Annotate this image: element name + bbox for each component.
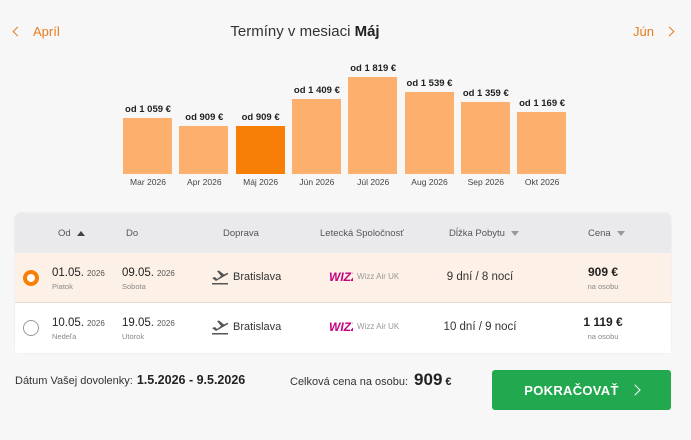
header-stay-label: Dĺžka Pobytu [449,228,505,239]
row-price-note: na osobu [587,282,619,291]
header-do-label: Do [126,228,139,239]
continue-button[interactable]: POKRAČOVAŤ [492,370,671,410]
chart-bar-label: od 1 539 € [406,78,453,89]
header-do[interactable]: Do [126,228,138,239]
row-price: 909 € [587,265,619,279]
next-month-link[interactable]: Jún [633,24,675,39]
chart-bar-label: od 1 359 € [462,88,509,99]
sort-desc-icon [510,231,519,236]
chart-month-label: Máj 2026 [243,177,279,187]
chart-month-label: Jún 2026 [299,177,335,187]
to-date: 09.05. 2026 [122,267,175,279]
chart-month-label: Aug 2026 [411,177,448,187]
title-month: Máj [354,23,380,40]
chart-bar[interactable] [348,77,398,174]
header-airline-label: Letecká Spoločnosť [320,228,404,239]
chart-month-label: Sep 2026 [467,177,504,187]
chart-bar-group[interactable]: od 909 € [179,112,229,174]
plane-departure-icon [212,320,229,335]
chart-bar-group[interactable]: od 1 169 € [517,98,567,174]
chart-bar[interactable] [404,92,454,174]
chart-month-label: Apr 2026 [187,177,222,187]
svg-text:WIZZ: WIZZ [329,270,353,284]
chart-bar-label: od 1 169 € [519,98,566,109]
total-price-currency: € [445,376,452,388]
chart-bar-selected[interactable] [235,126,285,174]
chart-bar-group[interactable]: od 1 819 € [348,63,398,174]
chart-bar-label: od 1 059 € [125,104,171,115]
next-month-label: Jún [633,24,654,39]
sort-asc-icon [76,231,85,236]
svg-text:WIZZ: WIZZ [329,320,353,334]
chart-bar-label: od 1 409 € [293,85,340,96]
header-price[interactable]: Cena [588,228,625,239]
to-day: Utorok [122,332,145,341]
total-price-value: 909 [414,370,443,389]
chart-bar-group[interactable]: od 1 059 € [123,104,172,174]
airline-name: Wizz Air UK [357,322,400,331]
chart-bar[interactable] [460,102,510,174]
chart-bar-group[interactable]: od 909 € [235,112,285,174]
stay-length: 9 dní / 8 nocí [446,271,514,283]
chart-bar[interactable] [179,126,229,174]
page-title: Termíny v mesiaci Máj [0,23,610,40]
row-price: 1 119 € [583,315,623,329]
continue-button-label: POKRAČOVAŤ [524,382,619,398]
transport-city: Bratislava [233,271,282,283]
sort-desc-icon [616,231,625,236]
to-date: 19.05. 2026 [122,317,175,329]
chart-bar[interactable] [517,112,567,174]
chart-bar-group[interactable]: od 1 409 € [291,85,341,174]
stay-length: 10 dní / 9 nocí [443,321,517,333]
airline-name: Wizz Air UK [357,272,400,281]
total-price: Celková cena na osobu: 909 € [290,370,452,390]
to-day: Sobota [122,282,146,291]
header-doprava-label: Doprava [223,228,259,239]
header-od-label: Od [58,228,71,239]
vacation-date-value: 1.5.2026 - 9.5.2026 [136,373,246,387]
departures-table: Od Do Doprava Letecká Spoločnosť Dĺžka P… [15,213,671,353]
from-date: 10.05. 2026 [52,317,105,329]
header-stay[interactable]: Dĺžka Pobytu [449,228,519,239]
table-row[interactable]: 10.05. 2026 Nedeľa 19.05. 2026 Utorok Brat… [15,303,671,353]
from-date: 01.05. 2026 [52,267,105,279]
chart-bar[interactable] [123,118,172,174]
chart-bar-label: od 909 € [185,112,224,123]
table-header: Od Do Doprava Letecká Spoločnosť Dĺžka P… [15,213,671,253]
wizz-air-logo-icon: WIZZ [329,270,353,284]
table-row[interactable]: 01.05. 2026 Piatok 09.05. 2026 Sobota Brat… [15,253,671,303]
chart-bar[interactable] [291,99,341,174]
vacation-date: Dátum Vašej dovolenky: 1.5.2026 - 9.5.202… [15,373,245,387]
chart-month-label: Okt 2026 [524,177,560,187]
chart-bar-group[interactable]: od 1 359 € [460,88,510,174]
header-price-label: Cena [588,228,611,239]
chart-month-label: Júl 2026 [357,177,390,187]
chevron-right-icon [664,26,675,37]
header-od[interactable]: Od [58,228,85,239]
total-price-label: Celková cena na osobu: [290,376,409,388]
radio-unselected[interactable] [23,320,39,336]
from-day: Nedeľa [52,332,77,341]
chart-bar-group[interactable]: od 1 539 € [404,78,454,174]
chart-month-label: Mar 2026 [130,177,166,187]
prev-month-link[interactable]: Apríl [12,24,60,39]
header-doprava: Doprava [223,228,259,239]
chart-bar-label: od 1 819 € [350,63,397,74]
from-day: Piatok [52,282,73,291]
row-price-note: na osobu [587,332,619,341]
header-airline: Letecká Spoločnosť [320,228,404,239]
wizz-air-logo-icon: WIZZ [329,320,353,334]
plane-departure-icon [212,270,229,285]
transport-city: Bratislava [233,321,282,333]
title-prefix: Termíny v mesiaci [230,23,351,40]
price-chart: od 1 059 € Mar 2026 od 909 € Apr 2026 od 909… [0,60,691,200]
chart-bar-label: od 909 € [241,112,280,123]
vacation-date-label: Dátum Vašej dovolenky: [15,375,133,387]
prev-month-label: Apríl [33,24,60,39]
radio-selected[interactable] [23,270,39,286]
chevron-right-icon [629,384,641,396]
